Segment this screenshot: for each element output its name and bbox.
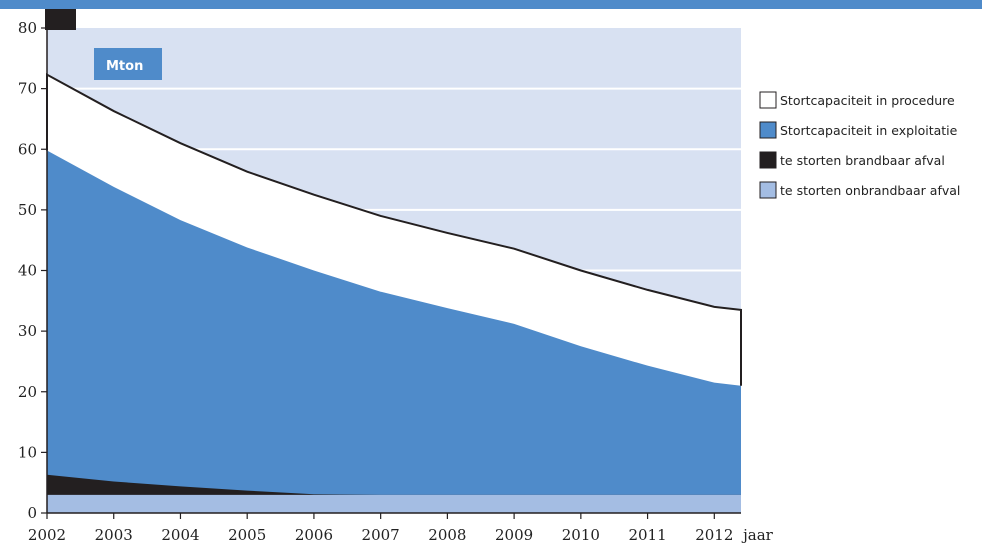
x-tick-label-2003: 2003 <box>95 526 133 544</box>
legend-label-3: te storten brandbaar afval <box>780 153 945 168</box>
x-tick-label-2010: 2010 <box>562 526 600 544</box>
legend-swatch-1 <box>759 91 777 109</box>
area-series <box>45 9 742 514</box>
x-tick-label-2009: 2009 <box>495 526 533 544</box>
x-tick-label-2008: 2008 <box>428 526 466 544</box>
x-tick-label-2005: 2005 <box>228 526 266 544</box>
legend-label-4: te storten onbrandbaar afval <box>780 183 960 198</box>
y-tick-label-10: 10 <box>18 443 37 461</box>
y-tick-label-0: 0 <box>27 504 37 522</box>
y-tick-label-60: 60 <box>18 140 37 158</box>
x-tick-label-2012: 2012 <box>695 526 733 544</box>
y-axis: 0 10 20 30 40 50 60 70 80 <box>18 19 48 522</box>
legend-swatch-4 <box>759 181 777 199</box>
y-tick-label-50: 50 <box>18 201 37 219</box>
y-tick-label-20: 20 <box>18 383 37 401</box>
x-tick-label-2007: 2007 <box>362 526 400 544</box>
x-axis-title: jaar <box>741 526 774 544</box>
area-2 <box>47 150 741 513</box>
axis-top-marker <box>45 9 76 30</box>
y-tick-label-70: 70 <box>18 80 37 98</box>
unit-label-box <box>94 48 162 80</box>
total-capacity-outline <box>46 72 742 386</box>
legend-label-1: Stortcapaciteit in procedure <box>780 93 955 108</box>
x-tick-label-2006: 2006 <box>295 526 333 544</box>
x-tick-label-2011: 2011 <box>628 526 666 544</box>
legend-label-2: Stortcapaciteit in exploitatie <box>780 123 958 138</box>
legend: Stortcapaciteit in procedure Stortcapacit… <box>759 91 960 199</box>
y-tick-label-40: 40 <box>18 262 37 280</box>
legend-swatch-2 <box>759 121 777 139</box>
area-4 <box>47 494 741 513</box>
unit-label: Mton <box>106 59 143 74</box>
x-tick-label-2002: 2002 <box>28 526 66 544</box>
x-tick-label-2004: 2004 <box>161 526 199 544</box>
y-tick-label-80: 80 <box>18 19 37 37</box>
x-axis: 2002 2003 2004 2005 2006 2007 2008 2009 2010 2011… <box>28 512 774 544</box>
top-accent-bar <box>0 0 982 9</box>
legend-swatch-3 <box>759 151 777 169</box>
y-tick-label-30: 30 <box>18 322 37 340</box>
